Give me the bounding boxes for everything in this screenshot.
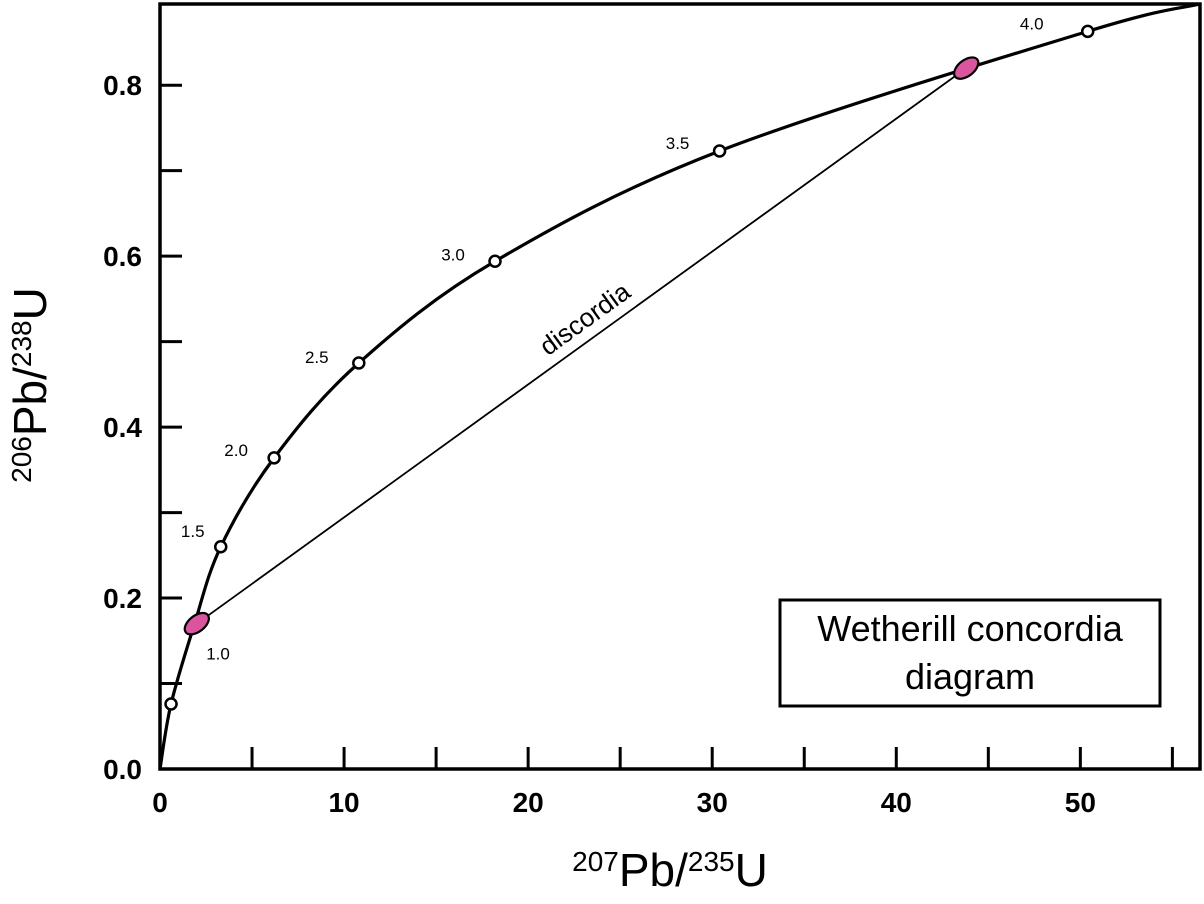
x-tick-label: 10 (328, 787, 359, 818)
age-point (712, 144, 727, 158)
y-tick-label: 0.8 (103, 70, 142, 101)
chart-points (164, 24, 1095, 711)
y-axis-label: 206Pb/238U (4, 287, 56, 483)
x-tick-label: 20 (513, 787, 544, 818)
age-label: 3.5 (666, 134, 690, 153)
age-point (267, 451, 281, 465)
age-label: 2.5 (305, 348, 329, 367)
x-tick-label: 40 (881, 787, 912, 818)
age-point (488, 254, 502, 269)
y-tick-label: 0.6 (103, 241, 142, 272)
x-tick-label: 50 (1065, 787, 1096, 818)
x-tick-label: 30 (697, 787, 728, 818)
age-point (213, 540, 228, 554)
x-axis-label: 207Pb/235U (572, 844, 768, 896)
title-line-1: Wetherill concordia (817, 608, 1123, 649)
age-point (1080, 24, 1095, 39)
discordia-line (196, 67, 967, 625)
y-tick-label: 0.2 (103, 583, 142, 614)
age-point (164, 697, 178, 711)
age-label: 4.0 (1020, 14, 1044, 33)
y-tick-label: 0.0 (103, 754, 142, 785)
axes: 0 10 20 30 40 50 0.0 0.2 0.4 0.6 0.8 207Pb/235U 206P… (4, 2, 1202, 896)
title-box (778, 598, 1162, 708)
age-label: 1.0 (206, 644, 230, 663)
age-point (352, 356, 366, 370)
intercept-ellipse (953, 56, 980, 80)
intercept-ellipse (183, 611, 210, 636)
y-tick-label: 0.4 (103, 412, 142, 443)
age-label: 1.5 (181, 522, 205, 541)
chart-labels: 1.01.52.02.53.03.54.0discordiaWetherill … (181, 14, 1162, 708)
plot-frame (158, 2, 1202, 771)
x-tick-label: 0 (152, 787, 168, 818)
age-label: 2.0 (224, 441, 248, 460)
age-label: 3.0 (441, 245, 465, 264)
title-line-2: diagram (905, 656, 1035, 697)
